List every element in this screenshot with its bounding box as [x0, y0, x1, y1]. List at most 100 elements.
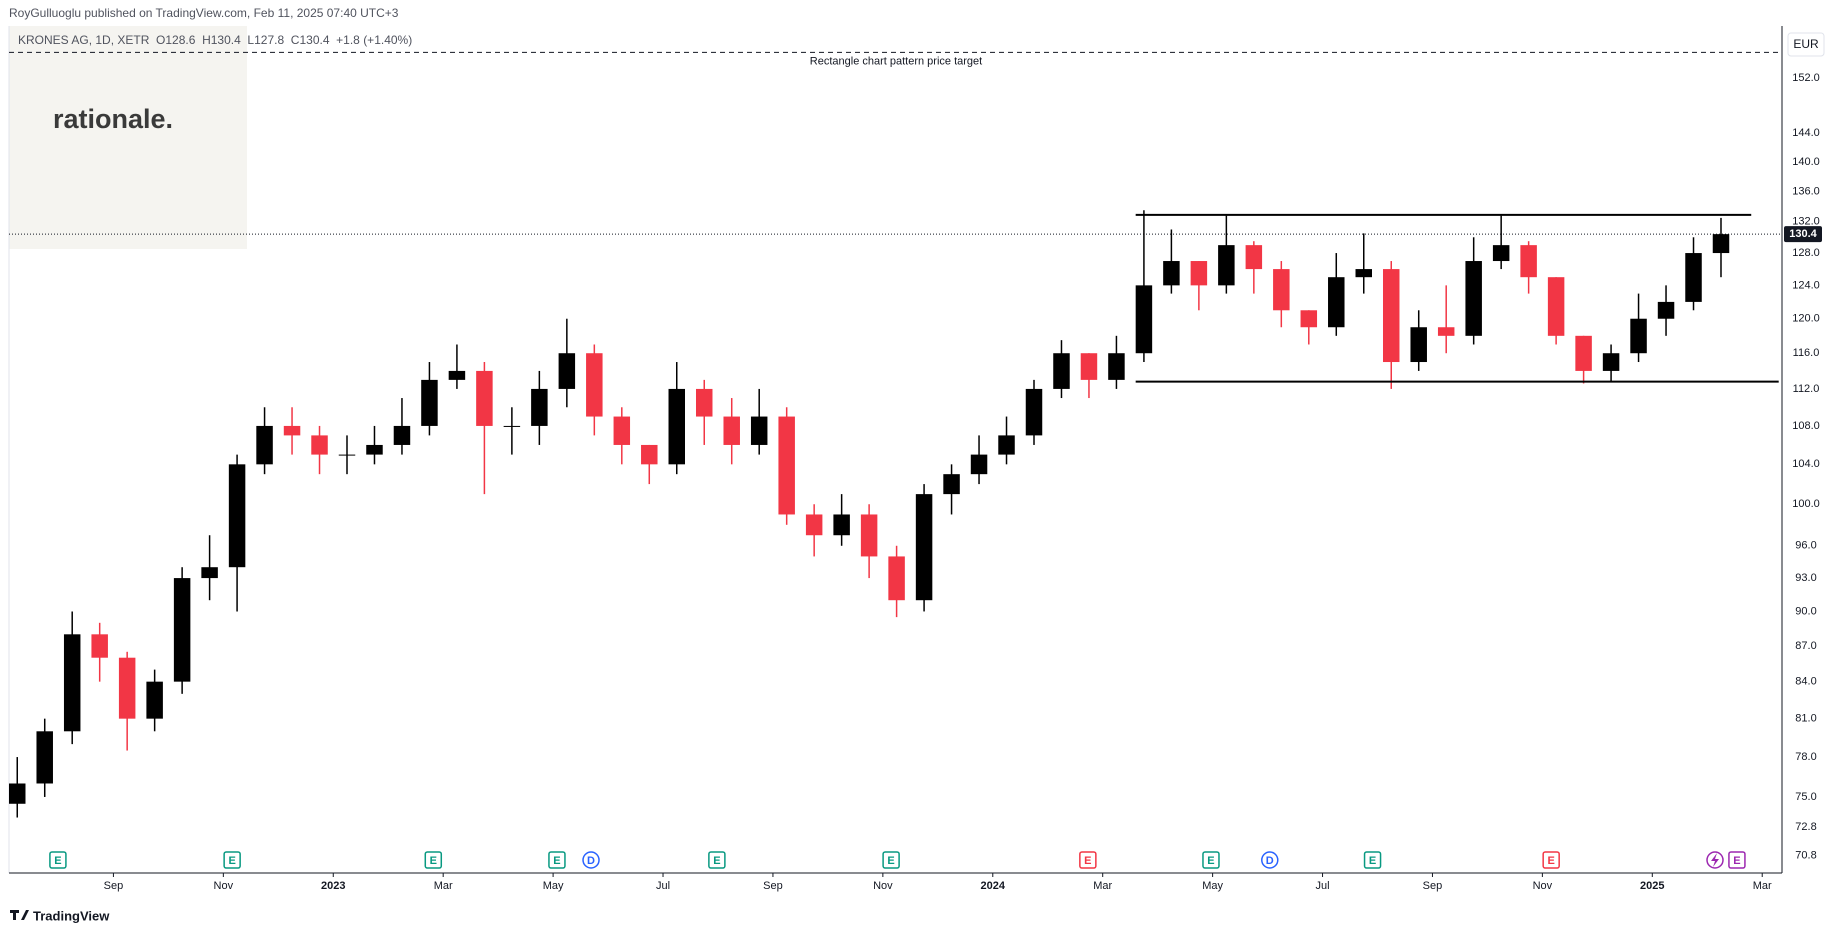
candle	[888, 545, 905, 618]
currency-box[interactable]	[1787, 32, 1825, 57]
candle-body	[173, 578, 191, 682]
candle-body	[63, 634, 81, 732]
y-tick-label: 96.0	[1795, 540, 1816, 552]
candle-body	[1520, 245, 1537, 278]
candle	[146, 669, 163, 732]
x-tick-label: 2024	[981, 880, 1006, 892]
candle-body	[1355, 269, 1373, 278]
candle	[1300, 310, 1318, 345]
candle-body	[695, 388, 713, 417]
y-tick-label: 81.0	[1795, 713, 1816, 725]
event-marker	[882, 851, 900, 869]
candle-body	[9, 783, 26, 804]
candle-body	[1437, 327, 1455, 336]
candle-body	[998, 435, 1015, 455]
candle-body	[1245, 245, 1263, 270]
brand-box	[9, 26, 247, 249]
candle-body	[476, 370, 493, 426]
candle-body	[1025, 388, 1043, 436]
y-tick-label: 108.0	[1792, 420, 1820, 432]
candle	[1328, 253, 1345, 336]
y-tick-label: 112.0	[1793, 383, 1820, 395]
x-tick-label: Nov	[1533, 880, 1553, 892]
candle-body	[1685, 253, 1702, 302]
candle	[1080, 353, 1098, 399]
candle	[1218, 215, 1235, 294]
candle-body	[558, 353, 576, 389]
candle	[668, 362, 686, 475]
x-tick-label: Mar	[434, 880, 453, 892]
y-tick-label: 90.0	[1795, 605, 1816, 617]
x-tick-label: Nov	[214, 880, 234, 892]
candle-body	[668, 388, 686, 465]
candle	[393, 398, 411, 455]
event-label: E	[54, 855, 61, 867]
y-tick-label: 152.0	[1792, 72, 1820, 84]
candle	[1355, 233, 1373, 294]
candle	[641, 444, 658, 485]
y-tick-label: 116.0	[1793, 347, 1820, 359]
event-marker	[548, 851, 566, 869]
event-marker	[708, 851, 726, 869]
y-tick-label: 136.0	[1792, 185, 1820, 197]
candle	[1465, 237, 1482, 345]
event-label: E	[887, 855, 894, 867]
candle	[476, 362, 493, 495]
candle	[1520, 241, 1537, 294]
x-tick-label: Sep	[763, 880, 783, 892]
candle-body	[256, 425, 273, 465]
candle-body	[311, 435, 328, 455]
event-label: E	[1084, 855, 1091, 867]
candle	[1273, 261, 1290, 328]
x-tick-label: Nov	[873, 880, 893, 892]
candle	[586, 344, 603, 436]
candle	[1410, 310, 1427, 371]
candle	[366, 425, 383, 465]
candle	[36, 718, 53, 797]
candle	[1245, 241, 1263, 294]
alert-icon	[1706, 851, 1724, 869]
candle	[1190, 261, 1208, 311]
candle	[173, 567, 191, 694]
candle-body	[1108, 353, 1125, 380]
candle-body	[888, 556, 905, 601]
candle-body	[228, 464, 246, 568]
candle	[1630, 293, 1647, 363]
x-tick-label: 2025	[1640, 880, 1664, 892]
event-label: E	[553, 855, 560, 867]
event-marker	[1363, 851, 1382, 869]
y-tick-label: 104.0	[1792, 458, 1820, 470]
candle-body	[503, 425, 521, 427]
candle	[998, 416, 1015, 465]
y-tick-label: 70.8	[1795, 850, 1816, 862]
candle-body	[1053, 353, 1070, 389]
x-tick-label: Jul	[656, 880, 670, 892]
candle	[1163, 229, 1180, 294]
y-tick-label: 140.0	[1792, 156, 1820, 168]
candle-body	[36, 731, 53, 784]
y-tick-label: 120.0	[1792, 313, 1820, 325]
last-price-box	[1784, 226, 1822, 243]
tv-logo	[10, 910, 29, 920]
candle	[338, 435, 356, 475]
candle-body	[366, 444, 383, 455]
candle	[9, 757, 26, 818]
candle-body	[118, 657, 136, 719]
last-price-label: 130.4	[1789, 228, 1817, 240]
x-tick-label: May	[1202, 880, 1223, 892]
candle-body	[1218, 245, 1235, 286]
target-label: Rectangle chart pattern price target	[810, 55, 982, 67]
candle	[1712, 217, 1730, 278]
candle	[1547, 277, 1565, 345]
candle	[915, 484, 933, 612]
candle	[256, 407, 273, 475]
candle-body	[1630, 318, 1647, 354]
candle-body	[586, 353, 603, 417]
event-marker	[1079, 851, 1097, 869]
candle-body	[1163, 261, 1180, 286]
candle	[613, 407, 631, 465]
candle-body	[393, 425, 411, 445]
candle-body	[613, 416, 631, 445]
x-tick-label: Jul	[1316, 880, 1330, 892]
